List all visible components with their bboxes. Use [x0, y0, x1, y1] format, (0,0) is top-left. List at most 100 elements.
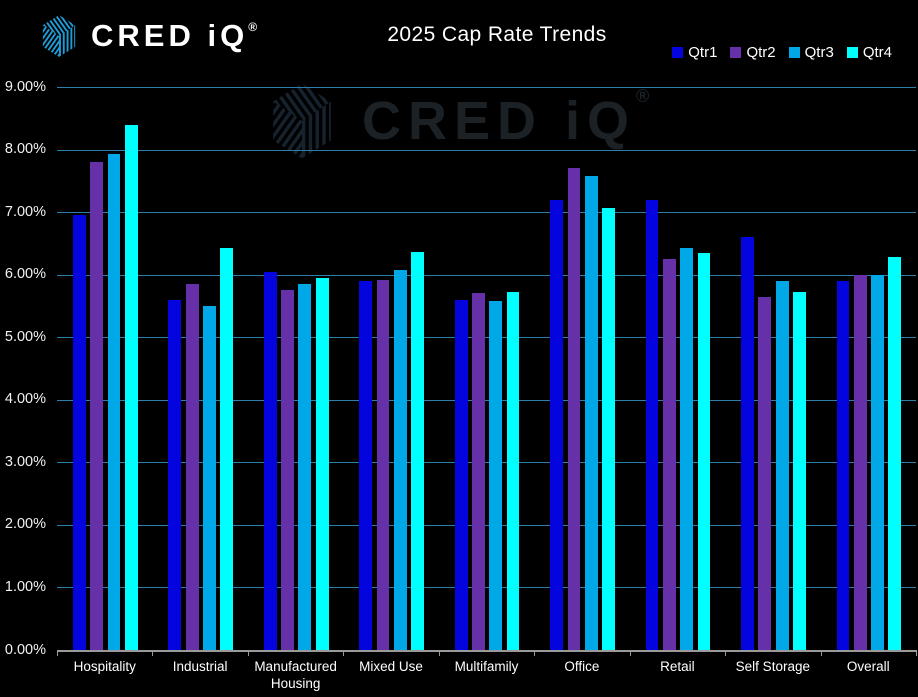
bar-qtr1-industrial [168, 299, 182, 650]
category-label: Self Storage [735, 659, 810, 674]
bar-qtr1-hospitality [73, 215, 86, 650]
legend-item-qtr3: Qtr3 [788, 44, 834, 61]
bar-qtr3-manufactured-housing [298, 284, 312, 650]
category-label: Hospitality [73, 659, 136, 674]
crediq-logo-icon [42, 15, 76, 57]
bar-qtr4-multifamily [506, 292, 520, 650]
watermark-registered-mark: ® [636, 86, 650, 106]
bar-qtr1-self-storage [741, 237, 754, 650]
x-axis-tick [57, 650, 58, 656]
legend-label: Qtr3 [804, 44, 834, 61]
legend-swatch-qtr2 [730, 47, 742, 58]
x-axis-tick [343, 650, 345, 656]
x-axis-line [57, 650, 916, 652]
legend-label: Qtr1 [688, 44, 718, 61]
category-label: Office [564, 659, 600, 674]
category-label: Overall [846, 659, 890, 674]
bar-qtr3-multifamily [489, 300, 503, 650]
bar-qtr4-mixed-use [411, 251, 425, 650]
x-axis-tick [725, 650, 727, 656]
legend-swatch-qtr1 [672, 47, 684, 58]
gridline [57, 337, 916, 339]
bar-qtr2-manufactured-housing [281, 290, 294, 650]
bar-qtr4-hospitality [124, 124, 138, 650]
y-axis-label: 0.00% [4, 641, 46, 658]
x-axis-tick [820, 650, 822, 656]
x-axis-tick [247, 650, 249, 656]
legend-swatch-qtr3 [788, 47, 800, 58]
bar-qtr4-overall [888, 257, 902, 650]
y-axis-label: 1.00% [4, 578, 46, 595]
bar-qtr3-hospitality [107, 153, 121, 650]
y-axis-label: 8.00% [4, 141, 46, 158]
bar-qtr4-retail [697, 252, 711, 650]
gridline [57, 587, 916, 589]
y-axis-label: 7.00% [4, 203, 46, 220]
bar-qtr2-multifamily [472, 293, 485, 650]
x-axis-tick [916, 650, 917, 656]
crediq-brand: CRED iQ [91, 18, 249, 53]
watermark-text: CRED iQ® [362, 86, 649, 152]
chart-title: 2025 Cap Rate Trends [387, 23, 607, 46]
bar-qtr2-industrial [185, 284, 199, 650]
y-axis-label: 5.00% [4, 328, 46, 345]
gridline [57, 274, 916, 276]
y-axis-label: 2.00% [4, 516, 46, 533]
bar-qtr2-mixed-use [376, 279, 390, 650]
legend-item-qtr2: Qtr2 [730, 44, 776, 61]
watermark: CRED iQ® [266, 82, 649, 160]
x-axis-tick [534, 650, 536, 656]
watermark-brand: CRED iQ [362, 91, 637, 151]
gridline [57, 399, 916, 401]
y-axis-label: 6.00% [4, 266, 46, 283]
category-label: Mixed Use [359, 659, 423, 674]
gridline [57, 87, 916, 88]
legend-item-qtr1: Qtr1 [672, 44, 717, 61]
bar-qtr1-mixed-use [359, 280, 373, 650]
bar-qtr4-self-storage [793, 291, 806, 650]
y-axis-label: 9.00% [4, 78, 46, 95]
crediq-logo: CRED iQ® [40, 13, 257, 59]
bar-qtr2-hospitality [90, 162, 104, 650]
bar-qtr4-industrial [220, 247, 234, 650]
legend-item-qtr4: Qtr4 [846, 44, 892, 61]
bar-qtr3-mixed-use [393, 270, 407, 650]
bar-qtr1-overall [836, 280, 850, 650]
y-axis-label: 3.00% [4, 453, 46, 470]
category-label: Multifamily [454, 659, 519, 674]
x-axis-tick [152, 650, 154, 656]
bar-qtr3-office [584, 175, 598, 650]
chart-legend: Qtr1 Qtr2 Qtr3 Qtr4 [672, 44, 892, 61]
gridline [57, 462, 916, 464]
legend-label: Qtr2 [746, 44, 776, 61]
category-label: Manufactured Housing [254, 659, 337, 691]
gridline [57, 149, 916, 151]
legend-label: Qtr4 [862, 44, 892, 61]
bar-qtr3-overall [871, 274, 884, 650]
bar-qtr2-office [567, 168, 581, 650]
bar-qtr3-self-storage [775, 280, 789, 650]
bar-qtr2-retail [662, 259, 676, 650]
category-label: Retail [660, 659, 695, 674]
watermark-logo-icon [273, 83, 331, 159]
bar-qtr1-retail [645, 199, 659, 650]
crediq-logo-text: CRED iQ® [91, 18, 257, 54]
bar-qtr1-multifamily [454, 299, 468, 650]
legend-swatch-qtr4 [846, 47, 858, 58]
x-axis-tick [438, 650, 440, 656]
bar-qtr2-overall [853, 274, 867, 650]
gridline [57, 524, 916, 526]
category-label: Industrial [172, 659, 228, 674]
registered-mark: ® [248, 19, 258, 34]
bar-qtr4-office [602, 207, 615, 650]
bar-qtr4-manufactured-housing [315, 278, 329, 650]
bar-qtr1-manufactured-housing [263, 271, 277, 650]
y-axis-label: 4.00% [4, 391, 46, 408]
bar-qtr2-self-storage [758, 296, 772, 650]
x-axis-tick [629, 650, 631, 656]
bar-qtr1-office [550, 199, 564, 650]
bar-qtr3-industrial [203, 305, 216, 650]
gridline [57, 212, 916, 214]
bar-qtr3-retail [680, 248, 694, 650]
